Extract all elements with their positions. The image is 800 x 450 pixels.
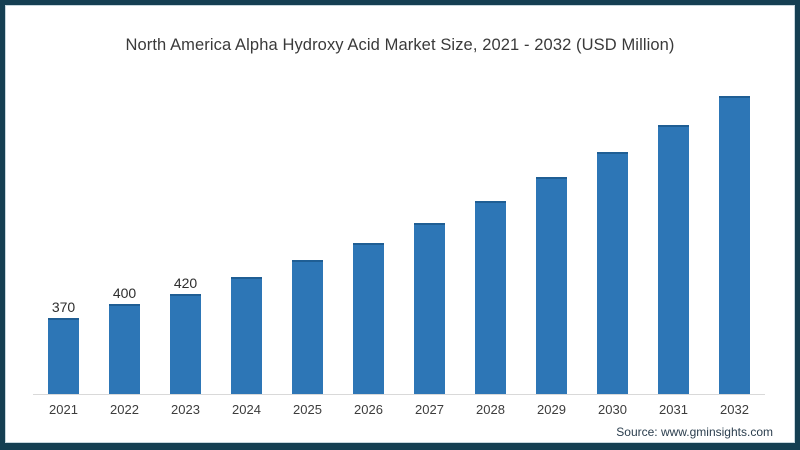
bar-column-2024 — [216, 276, 277, 394]
x-tick-label-2024: 2024 — [232, 402, 261, 417]
bar-2030 — [597, 152, 628, 394]
x-tick-label-2026: 2026 — [354, 402, 383, 417]
bar-column-2028 — [460, 201, 521, 394]
bar-column-2031 — [643, 125, 704, 394]
x-tick-label-2025: 2025 — [293, 402, 322, 417]
bar-2028 — [475, 201, 506, 394]
bar-column-2032 — [704, 96, 765, 394]
bar-value-label: 400 — [112, 284, 137, 301]
x-tick-label-2031: 2031 — [659, 402, 688, 417]
bar-column-2021: 370 — [33, 300, 94, 394]
x-tick-label-2023: 2023 — [171, 402, 200, 417]
bar-2023 — [170, 293, 201, 394]
x-tick-label-2022: 2022 — [110, 402, 139, 417]
x-tick-label-2028: 2028 — [476, 402, 505, 417]
bar-column-2027 — [399, 223, 460, 394]
bar-2025 — [292, 259, 323, 394]
bar-column-2022: 400 — [94, 286, 155, 394]
bar-value-label: 420 — [173, 274, 198, 291]
x-tick-label-2029: 2029 — [537, 402, 566, 417]
bar-column-2030 — [582, 152, 643, 394]
bar-column-2025 — [277, 259, 338, 394]
source-attribution: Source: www.gminsights.com — [616, 425, 773, 439]
bar-2024 — [231, 276, 262, 394]
bar-column-2023: 420 — [155, 276, 216, 394]
x-tick-label-2032: 2032 — [720, 402, 749, 417]
x-axis-tick-labels: 2021 2022 2023 2024 2025 2026 2027 2028 2029 2030… — [33, 402, 765, 417]
bar-chart-plot-area: 370 400 420 — [33, 64, 765, 394]
x-axis-line — [33, 394, 765, 395]
bar-2031 — [658, 125, 689, 394]
chart-title: North America Alpha Hydroxy Acid Market … — [125, 36, 675, 54]
x-tick-label-2030: 2030 — [598, 402, 627, 417]
bar-2021 — [48, 318, 79, 394]
bar-2027 — [414, 223, 445, 394]
x-tick-label-2021: 2021 — [49, 402, 78, 417]
bar-column-2026 — [338, 242, 399, 394]
bar-2029 — [536, 176, 567, 394]
bar-column-2029 — [521, 176, 582, 394]
bar-value-label: 370 — [51, 299, 76, 316]
bar-2032 — [719, 96, 750, 394]
x-tick-label-2027: 2027 — [415, 402, 444, 417]
bar-2026 — [353, 242, 384, 394]
bar-2022 — [109, 303, 140, 394]
